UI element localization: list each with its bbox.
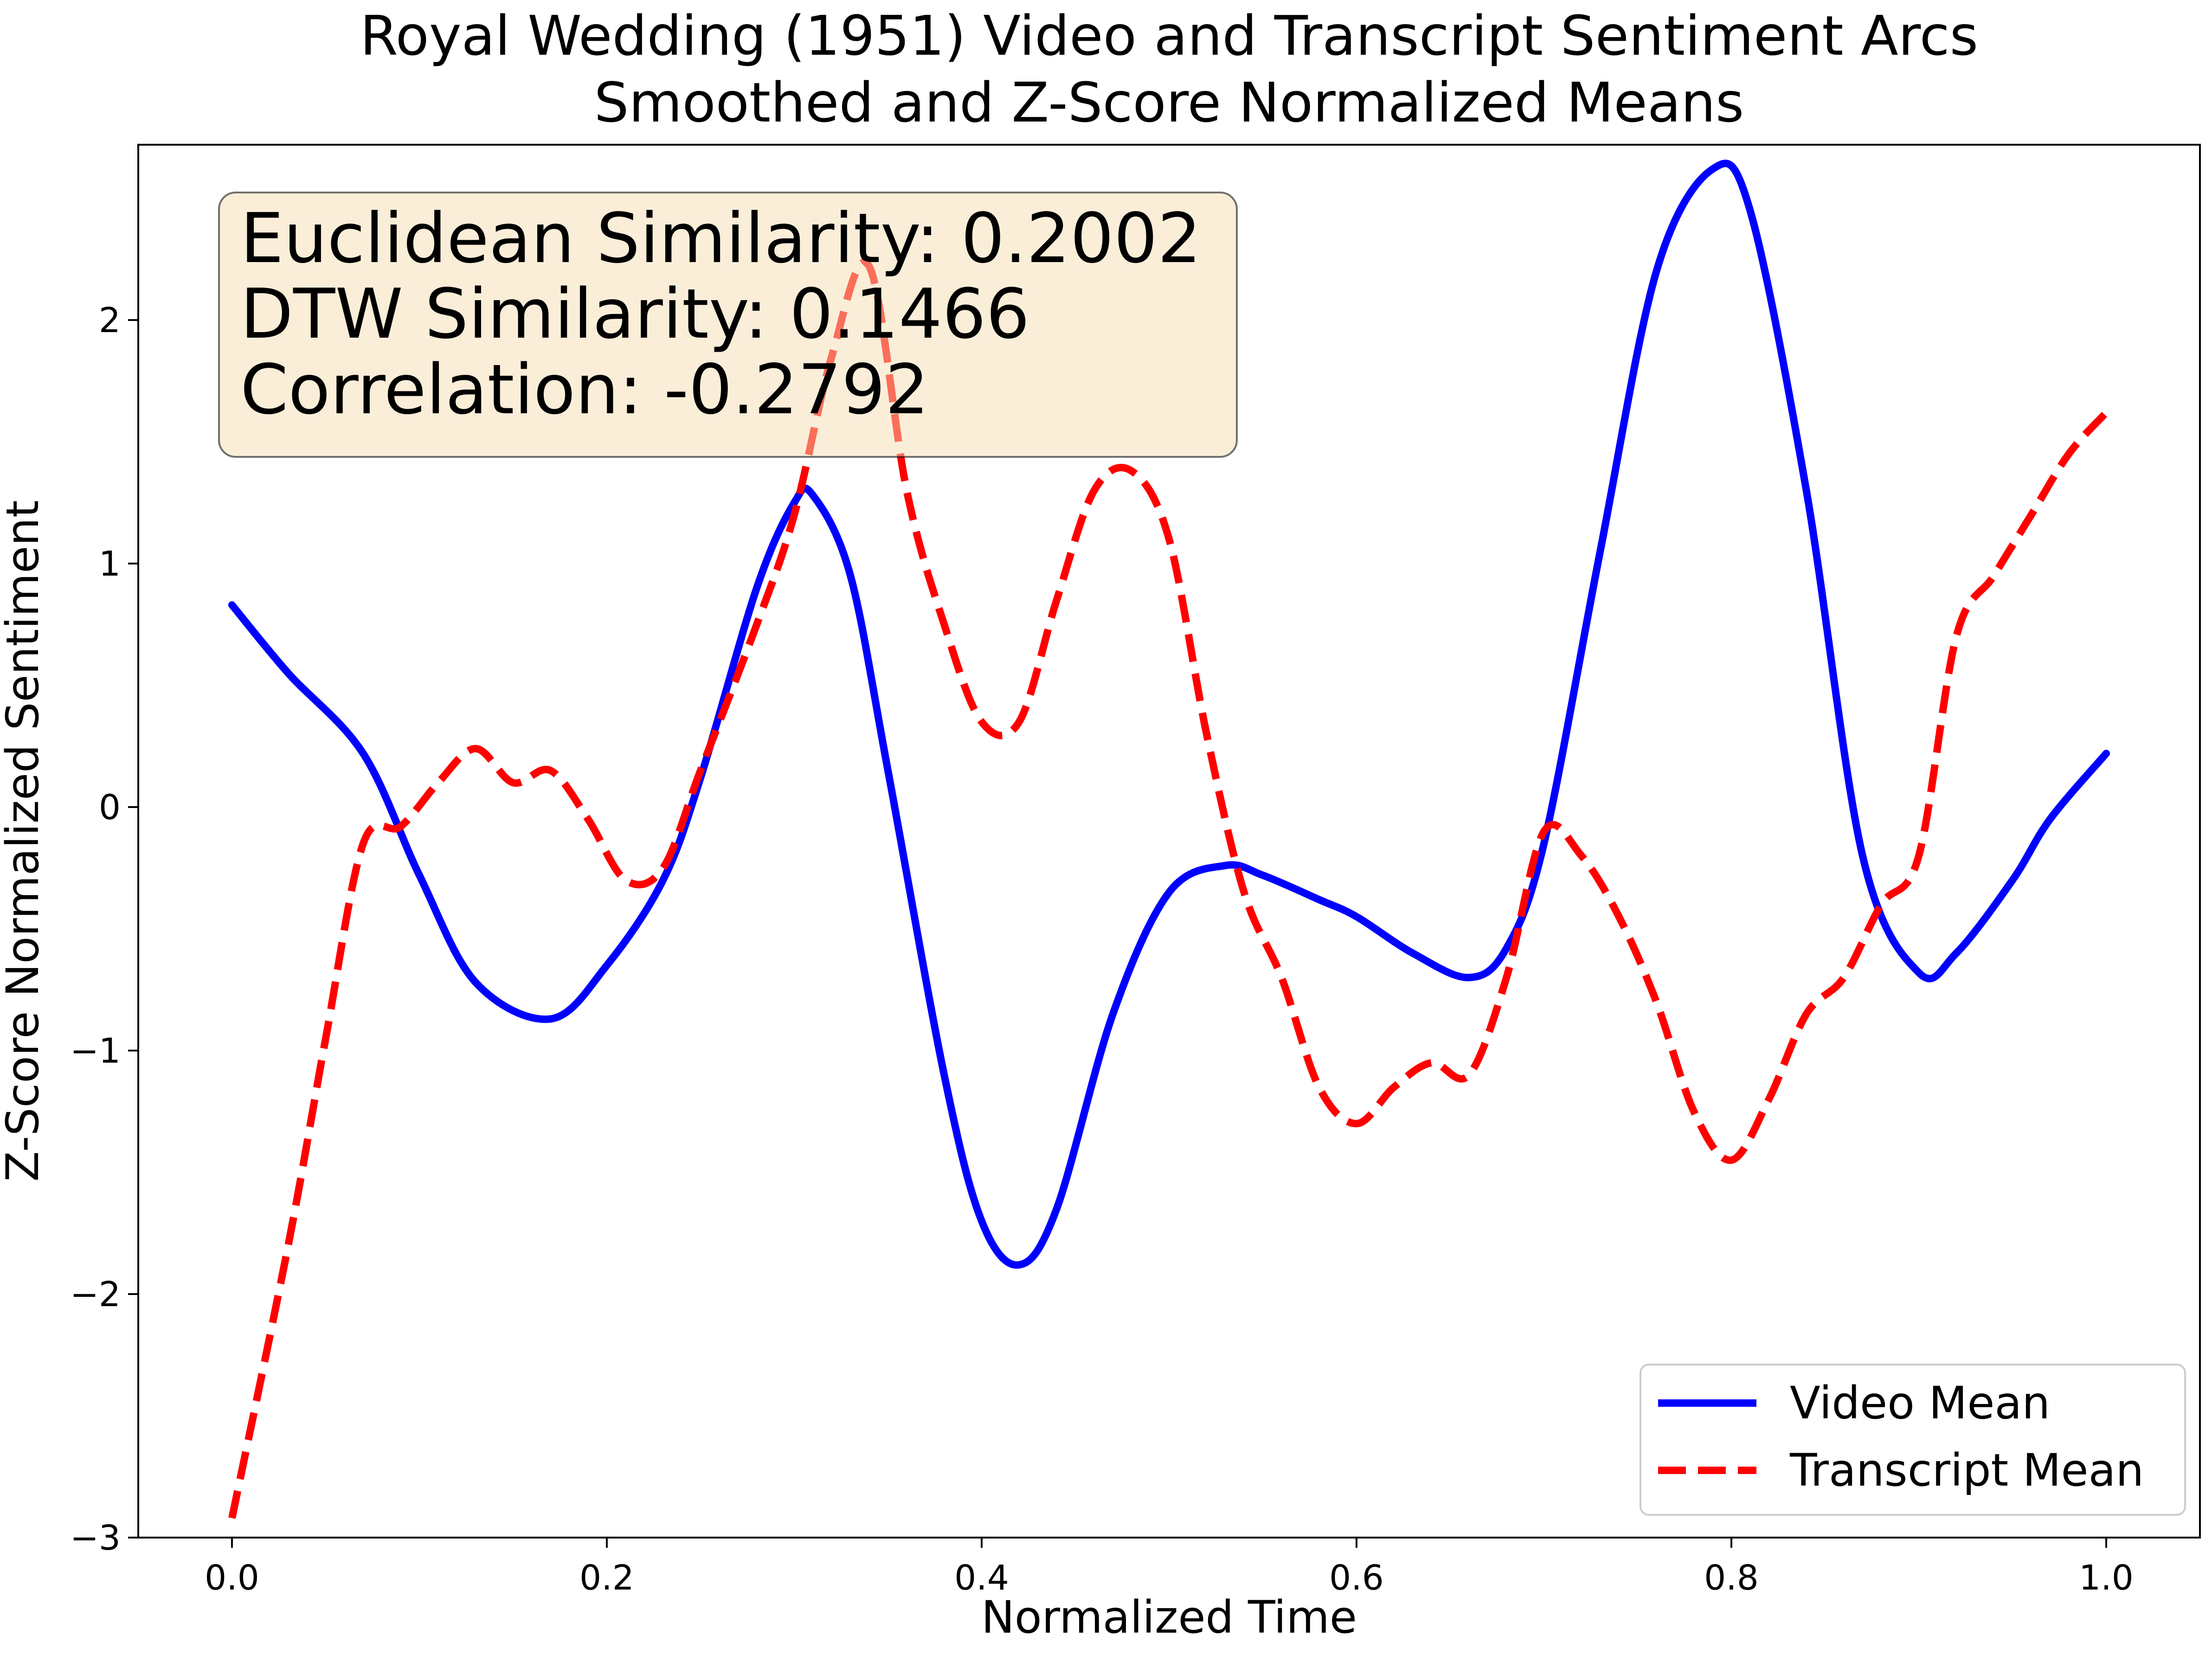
x-axis-ticks: 0.0 0.2 0.4 0.6 0.8 1.0 (205, 1538, 2134, 1598)
x-tick-label: 0.6 (1329, 1558, 1384, 1598)
legend-box (1640, 1364, 2186, 1516)
y-tick-label: 2 (99, 301, 121, 340)
x-tick-label: 0.2 (579, 1558, 634, 1598)
stats-annotation-box (218, 192, 1238, 458)
stats-annotation: Euclidean Similarity: 0.2002 DTW Similar… (218, 192, 1238, 458)
x-axis-label: Normalized Time (981, 1591, 1357, 1643)
stats-correlation: Correlation: -0.2792 (240, 350, 929, 430)
x-tick-label: 1.0 (2079, 1558, 2134, 1598)
y-tick-label: −2 (70, 1275, 121, 1314)
legend: Video Mean Transcript Mean (1640, 1364, 2186, 1516)
y-axis-ticks: −3 −2 −1 0 1 2 (70, 301, 138, 1558)
x-tick-label: 0.4 (954, 1558, 1009, 1598)
plot-area (137, 144, 2201, 1539)
chart-title-line1: Royal Wedding (1951) Video and Transcrip… (360, 4, 1978, 68)
x-tick-label: 0.8 (1704, 1558, 1759, 1598)
legend-label-transcript: Transcript Mean (1789, 1444, 2144, 1496)
stats-dtw: DTW Similarity: 0.1466 (240, 274, 1030, 354)
y-tick-label: −3 (70, 1518, 121, 1558)
series-line-transcript-mean (228, 258, 2109, 1519)
y-tick-label: 1 (99, 544, 121, 584)
x-tick-label: 0.0 (205, 1558, 259, 1598)
legend-label-video: Video Mean (1790, 1377, 2050, 1429)
stats-euclidean: Euclidean Similarity: 0.2002 (240, 199, 1201, 278)
plot-frame (137, 144, 2201, 1539)
y-tick-label: −1 (70, 1031, 121, 1071)
y-tick-label: 0 (99, 788, 121, 827)
y-axis-label: Z-Score Normalized Sentiment (0, 500, 49, 1181)
series-line-video-mean (228, 160, 2110, 1269)
chart-title-line2: Smoothed and Z-Score Normalized Means (594, 71, 1744, 135)
series-layer (228, 160, 2110, 1519)
